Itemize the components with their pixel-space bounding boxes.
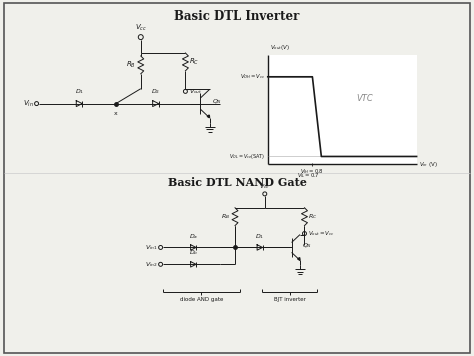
Text: BJT inverter: BJT inverter <box>273 297 306 302</box>
Text: $Q_N$: $Q_N$ <box>302 241 312 250</box>
Text: $R_C$: $R_C$ <box>190 57 200 67</box>
Text: $D_a$: $D_a$ <box>189 232 198 241</box>
Text: $D_1$: $D_1$ <box>255 232 264 241</box>
Text: diode AND gate: diode AND gate <box>180 297 223 302</box>
Text: Basic DTL Inverter: Basic DTL Inverter <box>174 10 300 23</box>
Polygon shape <box>207 115 210 118</box>
Text: $Q_N$: $Q_N$ <box>211 97 222 106</box>
Text: $D_1$: $D_1$ <box>74 87 84 96</box>
Text: $R_C$: $R_C$ <box>309 212 318 221</box>
Text: $V_{cc}$: $V_{cc}$ <box>135 23 147 33</box>
Bar <box>268 55 417 164</box>
Polygon shape <box>298 258 300 260</box>
Text: $V_{in}$ (V): $V_{in}$ (V) <box>419 159 438 169</box>
Text: $R_B$: $R_B$ <box>126 60 136 70</box>
Text: $R_B$: $R_B$ <box>221 212 230 221</box>
Text: $V_{IL}=0.7$: $V_{IL}=0.7$ <box>297 171 320 180</box>
Text: $V_{out}(V)$: $V_{out}(V)$ <box>270 43 290 52</box>
Text: $V_{cc}$: $V_{cc}$ <box>259 182 270 191</box>
Text: $V_{in1}$: $V_{in1}$ <box>145 243 158 252</box>
Text: $V_{out}$: $V_{out}$ <box>190 87 203 96</box>
Text: $V_{OL}=V_{ce}$(SAT): $V_{OL}=V_{ce}$(SAT) <box>229 152 266 161</box>
Text: $V_{out} = V_{cc}$: $V_{out} = V_{cc}$ <box>309 229 336 238</box>
Text: $V_{in}$: $V_{in}$ <box>23 99 34 109</box>
Text: $V_{IH}=0.8$: $V_{IH}=0.8$ <box>301 167 324 176</box>
Text: x: x <box>114 110 118 116</box>
Text: $D_b$: $D_b$ <box>189 248 198 257</box>
Text: Basic DTL NAND Gate: Basic DTL NAND Gate <box>168 177 306 188</box>
Text: $V_{in2}$: $V_{in2}$ <box>145 260 158 269</box>
Text: $V_{OH}=V_{cc}$: $V_{OH}=V_{cc}$ <box>240 72 266 81</box>
Text: VTC: VTC <box>356 94 373 103</box>
Text: $D_2$: $D_2$ <box>151 87 160 96</box>
